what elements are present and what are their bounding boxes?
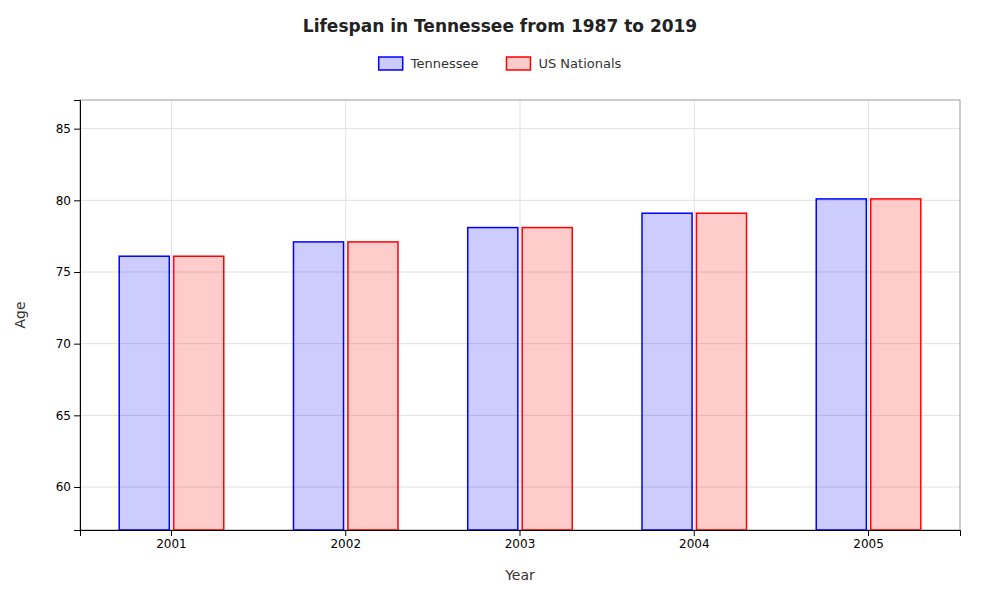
legend-label: US Nationals <box>538 56 621 71</box>
y-axis: 60 65 70 75 80 85 <box>56 101 81 531</box>
x-tick-mark <box>694 530 695 536</box>
bar <box>522 228 572 530</box>
bar <box>696 213 746 530</box>
y-tick: 70 <box>56 337 80 351</box>
bar-series <box>174 199 921 530</box>
bar <box>468 228 518 530</box>
bar <box>348 242 398 530</box>
x-axis: 2001 2002 2003 2004 2005 <box>81 530 961 551</box>
x-axis-title: Year <box>504 567 535 583</box>
x-tick-mark <box>520 530 521 536</box>
bar <box>119 256 169 530</box>
y-tick-mark <box>74 272 80 273</box>
x-tick: 2001 <box>156 530 187 551</box>
y-tick-mark <box>74 129 80 130</box>
y-tick-label: 80 <box>56 194 71 208</box>
legend: Tennessee US Nationals <box>379 56 622 71</box>
legend-swatch <box>506 57 530 70</box>
y-tick-label: 65 <box>56 409 71 423</box>
y-tick-label: 60 <box>56 480 71 494</box>
bar <box>816 199 866 530</box>
y-tick-label: 70 <box>56 337 71 351</box>
x-tick: 2004 <box>679 530 710 551</box>
x-tick-label: 2003 <box>505 537 536 551</box>
x-tick-label: 2002 <box>330 537 361 551</box>
plot-frame <box>80 100 960 530</box>
bar <box>871 199 921 530</box>
x-grid-line <box>520 100 521 530</box>
grid <box>80 100 960 530</box>
x-tick: 2003 <box>505 530 536 551</box>
title: Lifespan in Tennessee from 1987 to 2019 <box>303 16 697 36</box>
legend-item: Tennessee <box>379 56 479 71</box>
y-axis-line <box>74 101 81 531</box>
bar <box>174 256 224 530</box>
x-tick-mark <box>171 530 172 536</box>
y-tick-mark <box>74 487 80 488</box>
legend-swatch <box>379 57 403 70</box>
y-tick: 75 <box>56 265 80 279</box>
plot: 2001 2002 2003 2004 2005 60 65 70 75 80 85 <box>56 100 961 551</box>
y-tick-mark <box>74 415 80 416</box>
y-tick-mark <box>74 200 80 201</box>
bar <box>642 213 692 530</box>
bar-series <box>119 199 866 530</box>
x-grid-line <box>694 100 695 530</box>
x-tick: 2002 <box>330 530 361 551</box>
x-tick: 2005 <box>853 530 884 551</box>
y-tick-label: 75 <box>56 265 71 279</box>
y-tick: 85 <box>56 122 80 136</box>
y-tick: 80 <box>56 194 80 208</box>
x-tick-mark <box>868 530 869 536</box>
legend-item: US Nationals <box>506 56 621 71</box>
y-tick: 60 <box>56 480 80 494</box>
x-grid-line <box>345 100 346 530</box>
x-axis-line <box>81 531 961 537</box>
y-tick-mark <box>74 344 80 345</box>
x-tick-label: 2001 <box>156 537 187 551</box>
x-tick-label: 2004 <box>679 537 710 551</box>
bar <box>293 242 343 530</box>
y-tick-label: 85 <box>56 122 71 136</box>
chart: 2001 2002 2003 2004 2005 60 65 70 75 80 85 Year Age L… <box>0 0 1000 600</box>
x-tick-mark <box>345 530 346 536</box>
legend-label: Tennessee <box>410 56 479 71</box>
bars <box>119 199 921 530</box>
y-tick: 65 <box>56 409 80 423</box>
x-grid-line <box>171 100 172 530</box>
x-grid-line <box>868 100 869 530</box>
y-axis-title: Age <box>12 301 28 328</box>
x-tick-label: 2005 <box>853 537 884 551</box>
